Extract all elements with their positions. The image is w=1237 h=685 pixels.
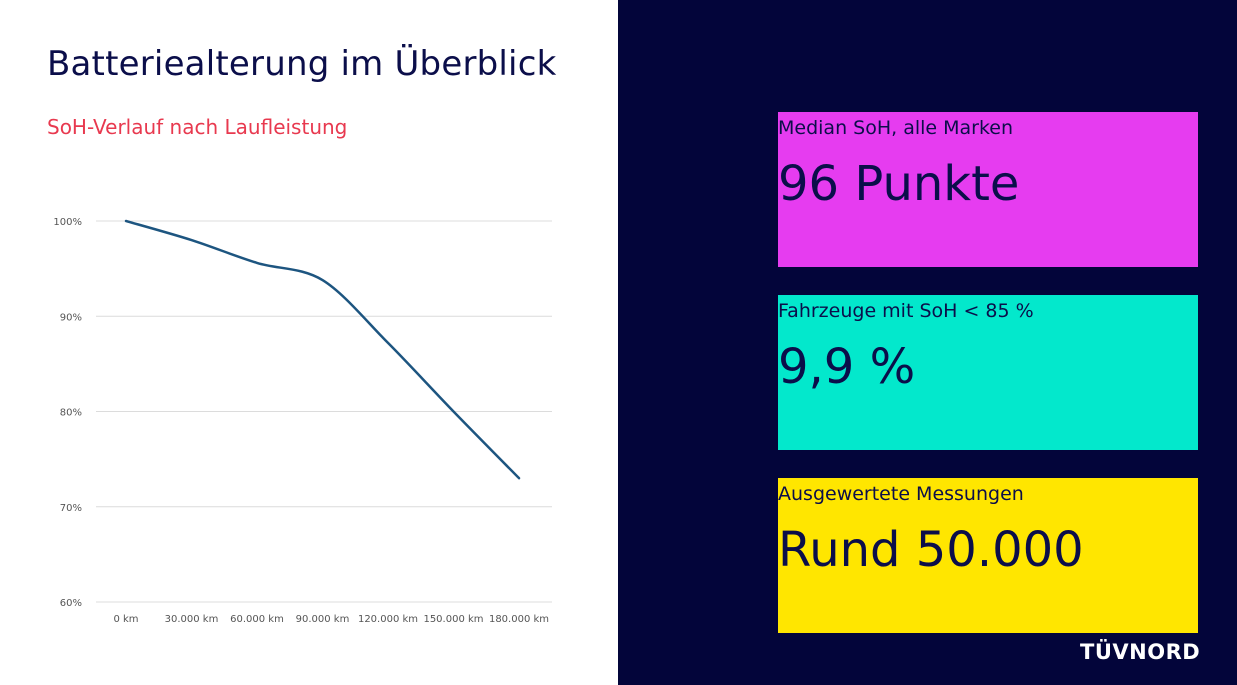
kpi-value: 9,9 %	[778, 339, 916, 395]
x-tick-label: 180.000 km	[489, 614, 549, 625]
kpi-value: 96 Punkte	[778, 156, 1020, 212]
kpi-label: Median SoH, alle Marken	[778, 117, 1014, 139]
soh-line-chart: 100% 90% 80% 70% 60% 0 km 30.000 km 60.000 km 9…	[53, 217, 552, 625]
y-tick-label: 90%	[60, 312, 82, 323]
x-tick-label: 90.000 km	[296, 614, 350, 625]
page-title: Batteriealterung im Überblick	[47, 44, 557, 84]
kpi-card-median-soh: Median SoH, alle Marken 96 Punkte	[778, 112, 1198, 267]
chart-subtitle: SoH-Verlauf nach Laufleistung	[47, 115, 348, 139]
tuv-nord-logo: TÜVNORD	[1080, 640, 1200, 664]
soh-series-line	[124, 219, 521, 480]
logo-part-tuv: TÜV	[1080, 640, 1130, 664]
kpi-label: Fahrzeuge mit SoH < 85 %	[778, 300, 1034, 322]
x-tick-label: 150.000 km	[423, 614, 483, 625]
x-tick-label: 120.000 km	[358, 614, 418, 625]
y-tick-label: 80%	[60, 408, 82, 419]
x-tick-label: 60.000 km	[230, 614, 284, 625]
kpi-card-measurements: Ausgewertete Messungen Rund 50.000	[778, 478, 1198, 633]
x-tick-label: 0 km	[113, 614, 138, 625]
y-tick-label: 60%	[60, 598, 82, 609]
kpi-label: Ausgewertete Messungen	[778, 483, 1024, 505]
chart-panel	[0, 0, 618, 685]
kpi-card-low-soh-share: Fahrzeuge mit SoH < 85 % 9,9 %	[778, 295, 1198, 450]
logo-part-nord: NORD	[1129, 640, 1201, 664]
y-tick-label: 100%	[53, 217, 82, 228]
y-tick-label: 70%	[60, 503, 82, 514]
x-tick-label: 30.000 km	[165, 614, 219, 625]
kpi-value: Rund 50.000	[778, 522, 1084, 578]
